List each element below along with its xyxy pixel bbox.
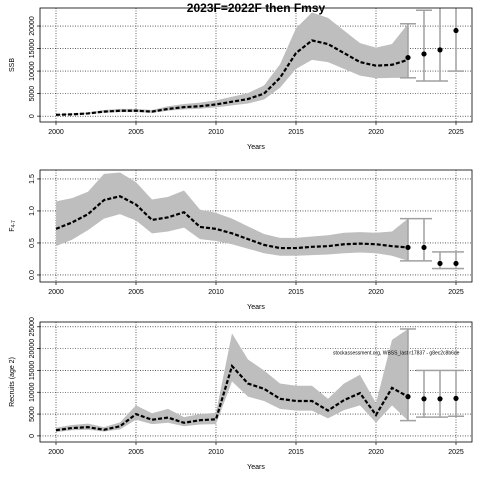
forecast-point: [437, 260, 443, 267]
x-axis-label: Years: [247, 144, 265, 151]
confidence-band: [56, 12, 408, 116]
y-axis-label-main: SSB: [9, 58, 16, 72]
plot-frame: [39, 169, 473, 283]
x-tick-label: 2025: [448, 289, 464, 296]
forecast-point: [421, 51, 427, 57]
y-tick-label: 20000: [29, 339, 36, 359]
x-tick-label: 2000: [48, 129, 64, 136]
confidence-band: [56, 328, 408, 432]
y-tick-label: 25000: [29, 317, 36, 337]
y-axis-label: F4-7: [9, 220, 17, 232]
y-axis-label-main: Recruits (age 2): [9, 357, 16, 407]
plot-frame: [39, 321, 473, 443]
x-tick-label: 2015: [288, 449, 304, 456]
x-tick-label: 2010: [208, 449, 224, 456]
estimate-line: [55, 195, 409, 250]
x-axis-label: Years: [247, 464, 265, 471]
plot-area: [40, 322, 472, 442]
x-axis-label: Years: [247, 304, 265, 311]
y-tick-label: 1.5: [29, 174, 36, 184]
forecast-point: [405, 244, 411, 251]
x-tick-label: 2005: [128, 129, 144, 136]
y-tick-label: 15000: [29, 39, 36, 59]
x-tick-label: 2020: [368, 289, 384, 296]
y-tick-label: 5000: [29, 406, 36, 422]
y-tick-label: 1.0: [29, 206, 36, 216]
x-tick-label: 2000: [48, 289, 64, 296]
x-tick-label: 2020: [368, 129, 384, 136]
forecast-point: [453, 395, 459, 401]
x-tick-label: 2015: [288, 289, 304, 296]
y-tick-label: 20000: [29, 16, 36, 36]
annotation: stockassessment.org, WBSS_last r17837 - …: [333, 350, 460, 356]
plot-area: [40, 170, 472, 282]
plot-frame: [39, 7, 473, 123]
y-tick-label: 0: [29, 434, 36, 438]
x-tick-label: 2000: [48, 449, 64, 456]
forecast-point: [453, 260, 459, 267]
x-tick-label: 2005: [128, 289, 144, 296]
forecast-point: [437, 47, 443, 53]
y-axis-label-sub: 4-7: [11, 220, 17, 227]
y-axis-label: Recruits (age 2): [9, 357, 16, 407]
x-tick-label: 2025: [448, 449, 464, 456]
y-tick-label: 15000: [29, 361, 36, 381]
forecast-point: [453, 27, 459, 34]
y-axis-label: SSB: [9, 58, 16, 72]
y-tick-label: 10000: [29, 382, 36, 402]
x-tick-label: 2010: [208, 289, 224, 296]
x-tick-label: 2015: [288, 129, 304, 136]
estimate-line: [55, 39, 409, 116]
estimate-line: [55, 363, 409, 432]
x-tick-label: 2005: [128, 449, 144, 456]
forecast-point: [437, 396, 443, 402]
y-tick-label: 5000: [29, 86, 36, 102]
forecast-point: [421, 396, 427, 402]
forecast-point: [421, 244, 427, 251]
x-tick-label: 2025: [448, 129, 464, 136]
forecast-point: [405, 54, 411, 61]
confidence-band: [56, 172, 408, 261]
y-tick-label: 0.5: [29, 238, 36, 248]
chart-title: 2023F=2022F then Fmsy: [187, 1, 326, 15]
x-tick-label: 2020: [368, 449, 384, 456]
x-tick-label: 2010: [208, 129, 224, 136]
forecast-point: [405, 394, 411, 400]
plot-area: [40, 8, 472, 122]
y-tick-label: 0.0: [29, 270, 36, 280]
y-axis-label-main: F: [9, 227, 16, 231]
y-tick-label: 0: [29, 114, 36, 118]
y-tick-label: 10000: [29, 61, 36, 81]
